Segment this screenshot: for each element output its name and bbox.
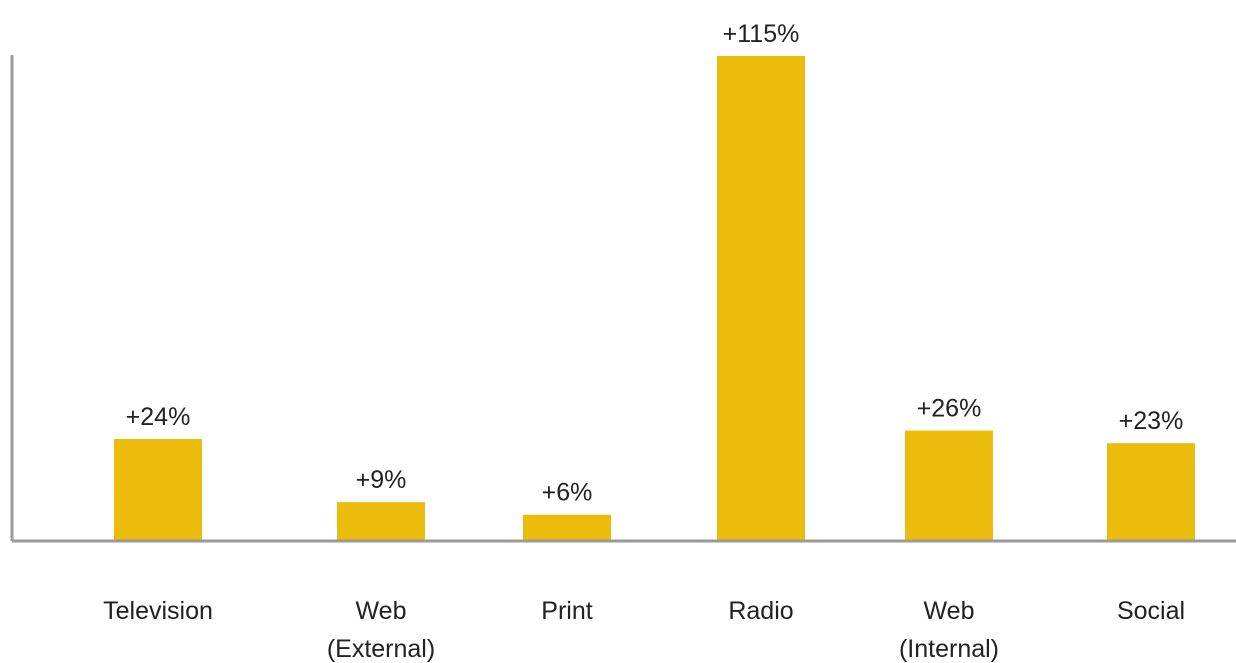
x-tick-label: Web (Internal) [899,597,999,663]
x-tick-label: Print [541,597,592,625]
bars-group [114,56,1195,540]
bar [717,56,805,540]
x-tick-label: Television [103,597,213,625]
x-tick-label: Social [1117,597,1185,625]
data-label: +26% [917,395,982,423]
category-labels-group: Television Web (External) Print Radio Web (Int… [103,597,1185,663]
data-label: +24% [126,403,191,431]
data-label: +9% [356,466,407,494]
bar [523,514,611,540]
data-label: +6% [542,479,593,507]
bar [1107,443,1195,540]
bar [905,430,993,540]
bar [114,438,202,540]
value-labels-group: +24% +9% +6% +115% +26% +23% [126,20,1184,507]
x-tick-label: Web (External) [327,597,435,663]
bar [337,502,425,540]
data-label: +115% [723,20,800,48]
x-tick-label: Radio [728,597,793,625]
data-label: +23% [1119,407,1184,435]
